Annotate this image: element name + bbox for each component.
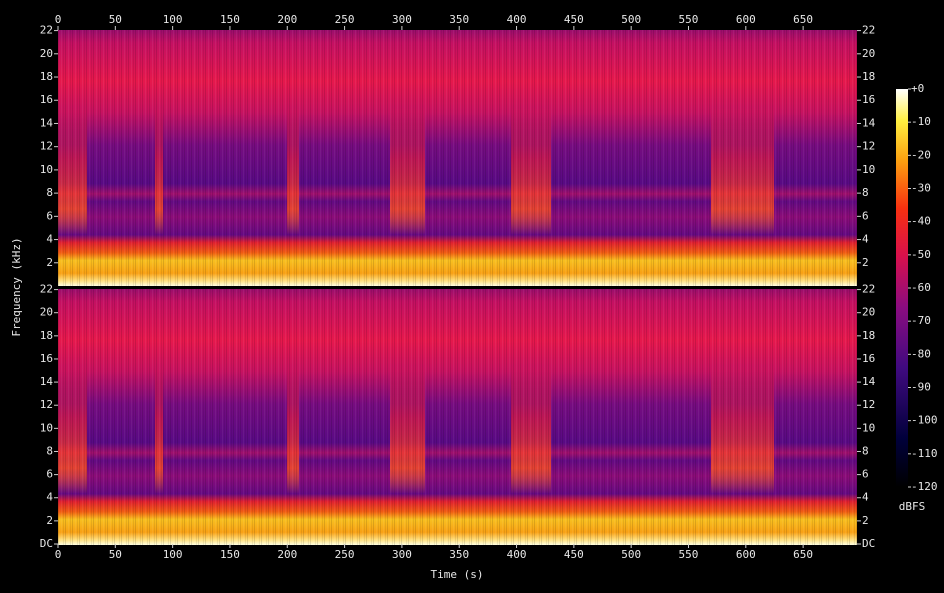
y-tick-label: 12 (40, 398, 53, 411)
x-tick-label: 650 (793, 13, 813, 26)
x-tick-label: 500 (621, 548, 641, 561)
y-tick-label: 18 (40, 329, 53, 342)
x-tick-label: 350 (449, 548, 469, 561)
y-tick-label: 16 (40, 352, 53, 365)
y-tick-label: 18 (862, 329, 875, 342)
colorbar-tick-label: -10 (911, 115, 931, 128)
x-tick-label: 100 (163, 548, 183, 561)
spectrogram-channel-1 (58, 30, 857, 286)
x-tick-label: 50 (109, 548, 122, 561)
y-tick-label: 14 (40, 375, 54, 388)
x-tick-label: 450 (564, 548, 584, 561)
x-tick-label: 600 (736, 548, 756, 561)
y-tick-label: 20 (862, 306, 875, 319)
y-tick-label: 14 (862, 375, 876, 388)
y-tick-label: 6 (862, 468, 869, 481)
x-tick-label: 50 (109, 13, 122, 26)
colorbar-tick-label: -40 (911, 215, 931, 228)
y-tick-label: 2 (46, 514, 53, 527)
y-tick-label: 4 (46, 491, 53, 504)
colorbar-tick-label: -80 (911, 347, 931, 360)
x-tick-label: 650 (793, 548, 813, 561)
y-tick-label: 22 (862, 24, 875, 37)
colorbar-tick-label: -30 (911, 182, 931, 195)
colorbar-tick-label: -60 (911, 281, 931, 294)
y-tick-label: 22 (862, 283, 875, 296)
colorbar-tick-label: +0 (911, 82, 924, 95)
x-tick-label: 450 (564, 13, 584, 26)
x-tick-label: 150 (220, 13, 240, 26)
colorbar-tick-label: -20 (911, 148, 931, 161)
y-tick-label: 4 (46, 233, 53, 246)
y-axis-label: Frequency (kHz) (10, 237, 23, 336)
x-tick-label: 300 (392, 13, 412, 26)
y-tick-label: 14 (862, 116, 876, 129)
colorbar-tick-label: -70 (911, 314, 931, 327)
x-tick-label: 550 (679, 13, 699, 26)
x-tick-label: 400 (507, 13, 527, 26)
y-tick-label: 8 (862, 186, 869, 199)
colorbar-label: dBFS (899, 500, 926, 513)
y-tick-label: 20 (40, 306, 53, 319)
y-tick-label: 22 (40, 24, 53, 37)
y-tick-label: DC (862, 537, 875, 550)
y-tick-label: 20 (40, 47, 53, 60)
x-tick-label: 0 (55, 13, 62, 26)
y-tick-label: 16 (862, 93, 875, 106)
x-tick-label: 550 (679, 548, 699, 561)
y-tick-label: 2 (46, 256, 53, 269)
y-tick-label: 14 (40, 116, 54, 129)
x-tick-label: 350 (449, 13, 469, 26)
colorbar-tick-label: -120 (911, 480, 938, 493)
x-tick-label: 300 (392, 548, 412, 561)
y-tick-label: 2 (862, 256, 869, 269)
spectrogram-channel-2 (58, 289, 857, 545)
x-tick-label: 150 (220, 548, 240, 561)
y-tick-label: 2 (862, 514, 869, 527)
colorbar-tick-label: -100 (911, 414, 938, 427)
y-tick-label: 6 (46, 209, 53, 222)
y-tick-label: 12 (40, 140, 53, 153)
colorbar-tick-label: -110 (911, 447, 938, 460)
y-tick-label: 16 (40, 93, 53, 106)
y-tick-label: 10 (40, 163, 53, 176)
y-tick-label: 4 (862, 233, 869, 246)
colorbar (896, 89, 908, 487)
y-tick-label: DC (40, 537, 53, 550)
y-tick-label: 16 (862, 352, 875, 365)
x-tick-label: 250 (335, 13, 355, 26)
x-tick-label: 600 (736, 13, 756, 26)
x-tick-label: 200 (277, 13, 297, 26)
x-tick-label: 200 (277, 548, 297, 561)
y-tick-label: 12 (862, 140, 875, 153)
x-axis-label: Time (s) (431, 568, 484, 581)
x-tick-label: 400 (507, 548, 527, 561)
y-tick-label: 4 (862, 491, 869, 504)
y-tick-label: 8 (862, 444, 869, 457)
x-tick-label: 500 (621, 13, 641, 26)
y-tick-label: 18 (40, 70, 53, 83)
y-tick-label: 10 (862, 163, 875, 176)
y-tick-label: 10 (862, 421, 875, 434)
x-tick-label: 0 (55, 548, 62, 561)
x-tick-label: 100 (163, 13, 183, 26)
y-tick-label: 8 (46, 444, 53, 457)
colorbar-tick-label: -90 (911, 381, 931, 394)
colorbar-tick-label: -50 (911, 248, 931, 261)
y-tick-label: 6 (862, 209, 869, 222)
y-tick-label: 8 (46, 186, 53, 199)
y-tick-label: 22 (40, 283, 53, 296)
x-tick-label: 250 (335, 548, 355, 561)
y-tick-label: 6 (46, 468, 53, 481)
y-tick-label: 10 (40, 421, 53, 434)
y-tick-label: 20 (862, 47, 875, 60)
y-tick-label: 18 (862, 70, 875, 83)
y-tick-label: 12 (862, 398, 875, 411)
